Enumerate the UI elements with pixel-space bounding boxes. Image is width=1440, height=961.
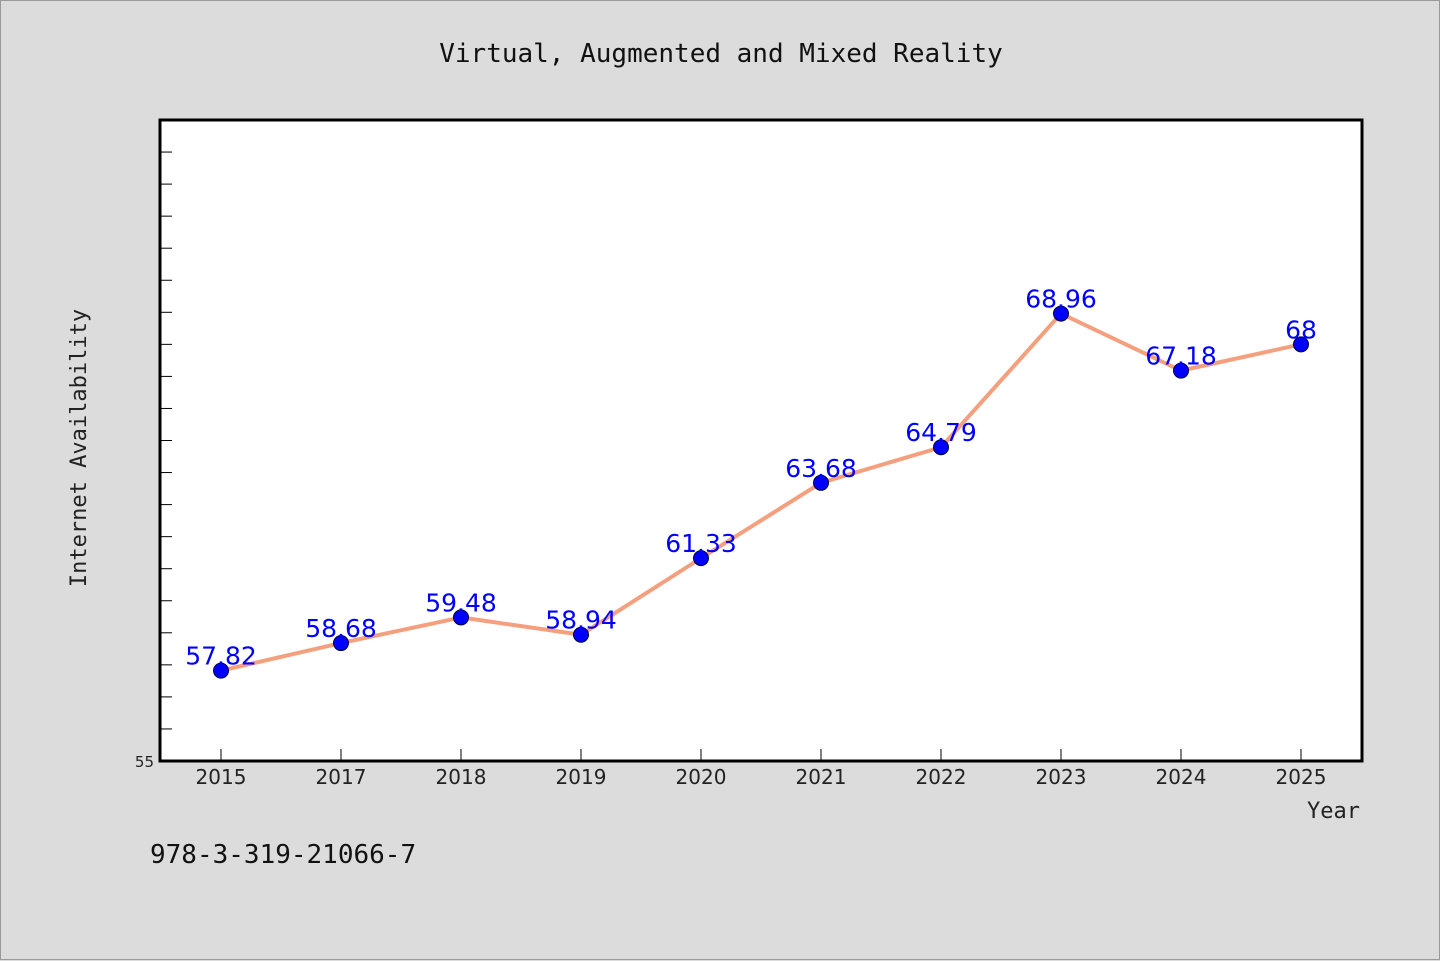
x-tick-label: 2025 xyxy=(1276,765,1327,789)
data-point xyxy=(1293,336,1309,353)
x-tick-label: 2020 xyxy=(676,765,727,789)
data-label: 67.18 xyxy=(1145,342,1217,371)
plot-area xyxy=(158,118,1364,763)
data-label: 63.68 xyxy=(785,454,857,483)
x-tick-label: 2019 xyxy=(556,765,607,789)
data-label: 58.68 xyxy=(305,614,377,643)
x-tick-label: 2018 xyxy=(436,765,487,789)
data-point xyxy=(933,439,949,456)
data-label: 58.94 xyxy=(545,606,617,635)
x-axis-label: Year xyxy=(1307,799,1360,824)
data-label: 68.96 xyxy=(1025,285,1097,314)
data-label: 59.48 xyxy=(425,588,497,617)
data-point xyxy=(693,550,709,567)
x-tick-label: 2021 xyxy=(796,765,847,789)
y-tick-label-min: 55 xyxy=(135,753,154,771)
data-point xyxy=(453,609,469,626)
data-point xyxy=(573,626,589,643)
data-point xyxy=(1053,305,1069,322)
x-tick-label: 2015 xyxy=(196,765,247,789)
x-tick-label: 2017 xyxy=(316,765,367,789)
data-label: 64.79 xyxy=(905,418,977,447)
data-point xyxy=(333,635,349,652)
x-axis-ticks: 2015 2017 2018 2019 2020 2021 2022 2023 2024 2025 xyxy=(196,749,1327,789)
data-label: 68 xyxy=(1285,315,1317,344)
chart-title: Virtual, Augmented and Mixed Reality xyxy=(439,39,1003,69)
x-tick-label: 2022 xyxy=(916,765,967,789)
isbn-footer: 978-3-319-21066-7 xyxy=(150,840,416,870)
data-point xyxy=(213,662,229,679)
data-point xyxy=(813,474,829,491)
data-point xyxy=(1173,362,1189,379)
series-line xyxy=(220,311,1302,673)
data-label: 61.33 xyxy=(665,529,737,558)
series-layer: 57.82 58.68 59.48 58.94 61.33 63.68 64.79 68.96… xyxy=(185,285,1317,679)
x-tick-label: 2024 xyxy=(1156,765,1207,789)
x-tick-label: 2023 xyxy=(1036,765,1087,789)
data-label: 57.82 xyxy=(185,642,257,671)
y-axis-label: Internet Availability xyxy=(67,309,92,587)
y-axis-ticks xyxy=(160,119,172,762)
